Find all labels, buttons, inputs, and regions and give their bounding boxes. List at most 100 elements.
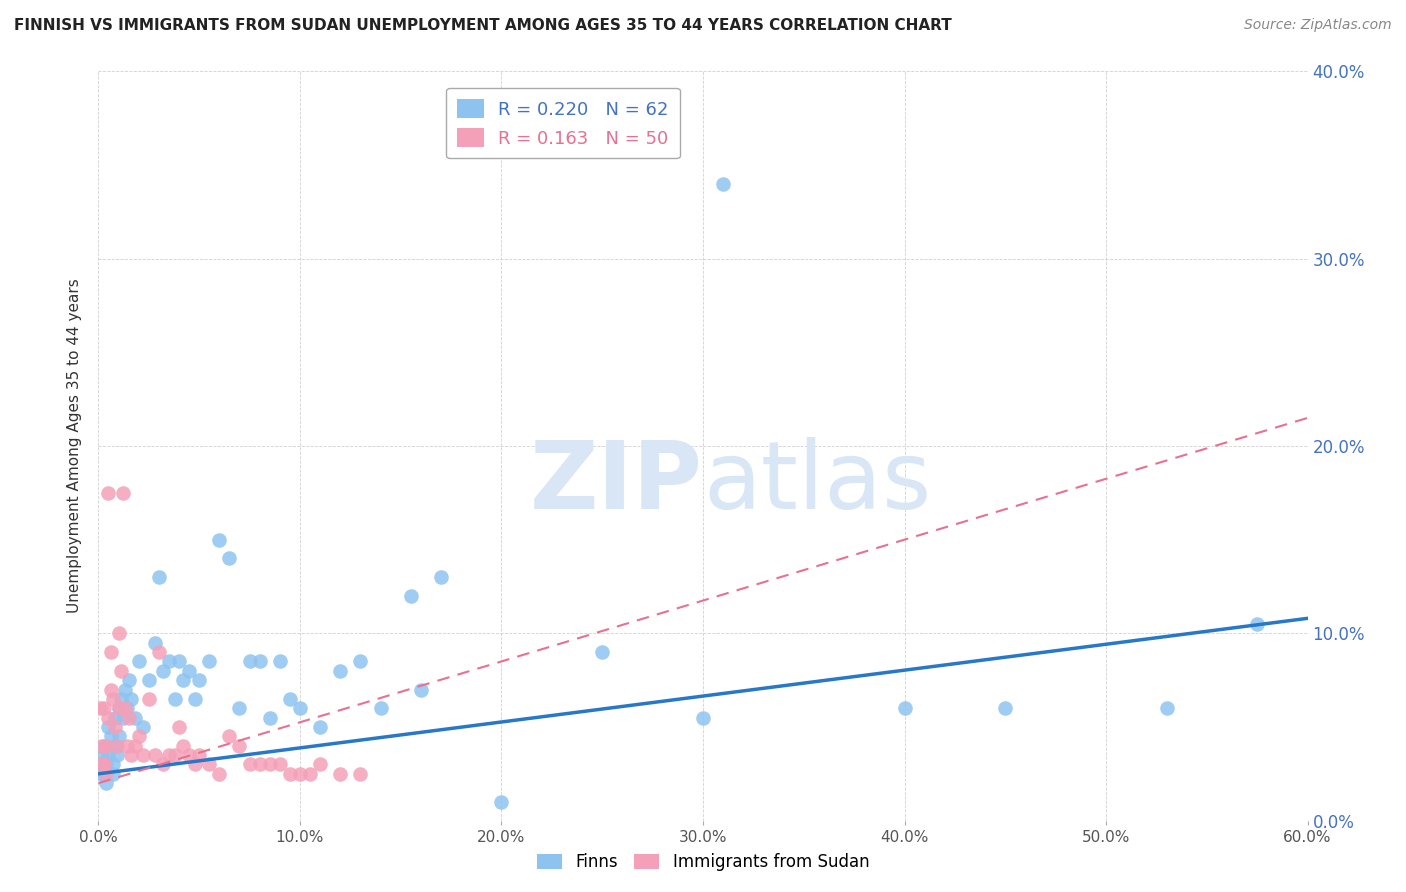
Point bbox=[218, 551, 240, 566]
Point bbox=[107, 701, 129, 715]
Point bbox=[101, 692, 124, 706]
Point bbox=[89, 757, 111, 772]
Point bbox=[491, 795, 513, 809]
Point bbox=[91, 747, 114, 762]
Point bbox=[96, 776, 118, 790]
Point bbox=[157, 655, 180, 669]
Point bbox=[259, 710, 281, 724]
Point bbox=[96, 739, 118, 753]
Point bbox=[152, 664, 174, 678]
Legend: Finns, Immigrants from Sudan: Finns, Immigrants from Sudan bbox=[529, 845, 877, 880]
Point bbox=[259, 757, 281, 772]
Point bbox=[163, 692, 186, 706]
Point bbox=[370, 701, 392, 715]
Point bbox=[91, 739, 114, 753]
Point bbox=[299, 767, 322, 781]
Point bbox=[269, 655, 291, 669]
Point bbox=[172, 673, 194, 688]
Point bbox=[103, 710, 125, 724]
Point bbox=[110, 692, 132, 706]
Point bbox=[208, 767, 231, 781]
Text: ZIP: ZIP bbox=[530, 437, 703, 530]
Point bbox=[118, 673, 141, 688]
Point bbox=[89, 701, 111, 715]
Point bbox=[93, 767, 115, 781]
Point bbox=[96, 767, 118, 781]
Point bbox=[93, 757, 115, 772]
Point bbox=[115, 739, 138, 753]
Point bbox=[143, 747, 166, 762]
Point bbox=[115, 701, 138, 715]
Point bbox=[278, 692, 301, 706]
Point bbox=[107, 626, 129, 640]
Point bbox=[692, 710, 714, 724]
Point bbox=[100, 682, 122, 697]
Point bbox=[893, 701, 915, 715]
Point bbox=[91, 757, 114, 772]
Point bbox=[107, 730, 129, 744]
Point bbox=[103, 739, 125, 753]
Point bbox=[249, 757, 271, 772]
Point bbox=[994, 701, 1017, 715]
Point bbox=[198, 757, 221, 772]
Point bbox=[128, 655, 150, 669]
Point bbox=[157, 747, 180, 762]
Point bbox=[91, 767, 114, 781]
Point bbox=[101, 767, 124, 781]
Point bbox=[239, 655, 262, 669]
Point bbox=[409, 682, 432, 697]
Point bbox=[100, 645, 122, 659]
Point bbox=[124, 739, 146, 753]
Point bbox=[143, 635, 166, 649]
Point bbox=[188, 673, 211, 688]
Point bbox=[138, 692, 160, 706]
Point bbox=[148, 570, 170, 584]
Point bbox=[179, 747, 201, 762]
Point bbox=[288, 701, 311, 715]
Point bbox=[172, 739, 194, 753]
Point bbox=[97, 747, 120, 762]
Point bbox=[329, 767, 352, 781]
Point bbox=[163, 747, 186, 762]
Legend: R = 0.220   N = 62, R = 0.163   N = 50: R = 0.220 N = 62, R = 0.163 N = 50 bbox=[446, 88, 679, 159]
Point bbox=[105, 739, 128, 753]
Point bbox=[93, 739, 115, 753]
Point bbox=[249, 655, 271, 669]
Point bbox=[132, 720, 155, 734]
Point bbox=[167, 720, 190, 734]
Point bbox=[97, 720, 120, 734]
Point bbox=[118, 710, 141, 724]
Point bbox=[148, 645, 170, 659]
Point bbox=[138, 673, 160, 688]
Point bbox=[179, 664, 201, 678]
Point bbox=[93, 701, 115, 715]
Point bbox=[111, 486, 134, 500]
Point bbox=[349, 655, 371, 669]
Point bbox=[97, 710, 120, 724]
Point bbox=[120, 747, 142, 762]
Point bbox=[278, 767, 301, 781]
Text: Source: ZipAtlas.com: Source: ZipAtlas.com bbox=[1244, 18, 1392, 32]
Point bbox=[97, 486, 120, 500]
Point bbox=[288, 767, 311, 781]
Point bbox=[111, 710, 134, 724]
Point bbox=[430, 570, 453, 584]
Point bbox=[152, 757, 174, 772]
Point bbox=[329, 664, 352, 678]
Point bbox=[120, 692, 142, 706]
Text: FINNISH VS IMMIGRANTS FROM SUDAN UNEMPLOYMENT AMONG AGES 35 TO 44 YEARS CORRELAT: FINNISH VS IMMIGRANTS FROM SUDAN UNEMPLO… bbox=[14, 18, 952, 33]
Point bbox=[114, 701, 136, 715]
Point bbox=[101, 757, 124, 772]
Point bbox=[184, 757, 207, 772]
Point bbox=[1156, 701, 1178, 715]
Point bbox=[167, 655, 190, 669]
Point bbox=[711, 177, 734, 191]
Point bbox=[114, 682, 136, 697]
Point bbox=[103, 720, 125, 734]
Point bbox=[107, 701, 129, 715]
Point bbox=[239, 757, 262, 772]
Point bbox=[105, 747, 128, 762]
Point bbox=[269, 757, 291, 772]
Point bbox=[309, 720, 332, 734]
Y-axis label: Unemployment Among Ages 35 to 44 years: Unemployment Among Ages 35 to 44 years bbox=[67, 278, 83, 614]
